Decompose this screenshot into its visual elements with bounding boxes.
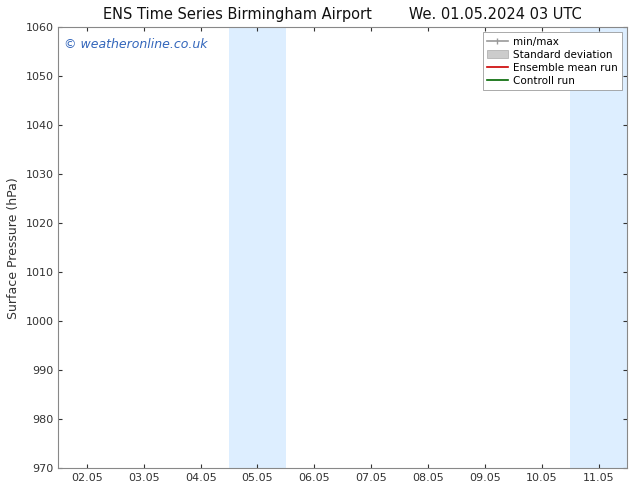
Bar	[570, 27, 627, 468]
Title: ENS Time Series Birmingham Airport        We. 01.05.2024 03 UTC: ENS Time Series Birmingham Airport We. 0…	[103, 7, 582, 22]
Y-axis label: Surface Pressure (hPa): Surface Pressure (hPa)	[7, 177, 20, 318]
Bar	[229, 27, 286, 468]
Legend: min/max, Standard deviation, Ensemble mean run, Controll run: min/max, Standard deviation, Ensemble me…	[482, 32, 622, 90]
Text: © weatheronline.co.uk: © weatheronline.co.uk	[64, 38, 208, 51]
